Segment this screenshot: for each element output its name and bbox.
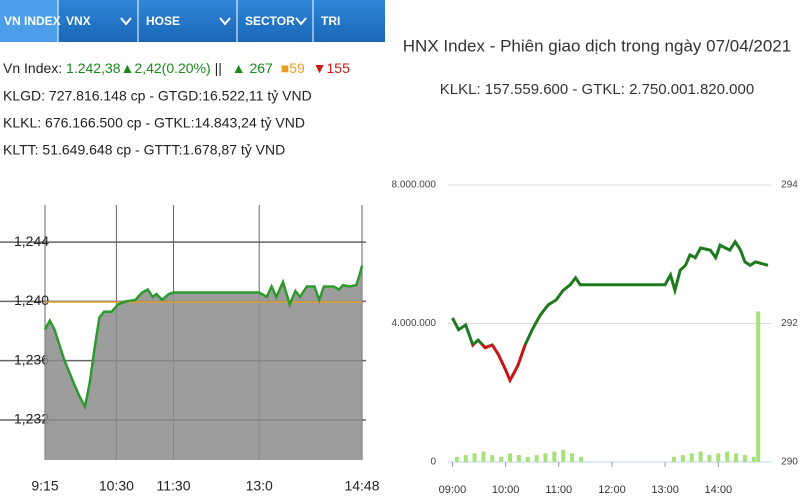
y2-tick-label: 290 xyxy=(781,457,798,468)
index-info: Vn Index: 1.242,38▲2,42(0.20%) || ▲ 267 … xyxy=(3,60,350,76)
y-tick-label: 1,236 xyxy=(14,351,49,367)
bar xyxy=(716,453,721,462)
index-label: Vn Index: xyxy=(3,60,62,76)
y2-tick-label: 294 xyxy=(781,180,798,191)
bar xyxy=(490,455,495,462)
bar xyxy=(525,456,530,462)
unchanged: ■59 xyxy=(281,60,305,76)
bar xyxy=(534,455,539,462)
bar xyxy=(672,456,677,462)
stat-line: KLKL: 676.166.500 cp - GTKL:14.843,24 tỷ… xyxy=(3,115,305,131)
stat-line: KLGD: 727.816.148 cp - GTGD:16.522,11 tỷ… xyxy=(3,88,312,104)
bar xyxy=(689,453,694,462)
bar xyxy=(499,456,504,462)
bar xyxy=(543,453,548,462)
y-tick-label: 1,232 xyxy=(14,411,49,427)
bar xyxy=(516,455,521,462)
line xyxy=(451,239,769,384)
x-tick-label: 13:00 xyxy=(651,484,679,496)
x-tick-label: 11:00 xyxy=(545,484,572,496)
x-tick-label: 14:48 xyxy=(344,478,379,494)
bar xyxy=(698,451,703,462)
stat-line: KLTT: 51.649.648 cp - GTTT:1.678,87 tỷ V… xyxy=(3,142,285,158)
bar xyxy=(742,455,747,462)
bar xyxy=(508,453,513,462)
bar xyxy=(472,453,477,462)
x-tick-label: 14:00 xyxy=(705,484,733,496)
tab[interactable]: VNX xyxy=(66,14,91,28)
dropdown-arrows xyxy=(120,17,307,26)
x-tick-label: 9:15 xyxy=(31,478,58,494)
bar xyxy=(552,451,557,462)
bar xyxy=(680,455,685,462)
y-tick-label: 0 xyxy=(430,457,436,468)
bar xyxy=(463,455,468,462)
separator: || xyxy=(215,60,222,76)
tab[interactable]: VN INDEX xyxy=(4,14,61,28)
tab[interactable]: SECTOR xyxy=(245,14,295,28)
tab[interactable]: TRI xyxy=(321,14,340,28)
index-value: 1.242,38 xyxy=(66,60,121,76)
x-tick-label: 10:30 xyxy=(99,478,134,494)
chart-title: HNX Index - Phiên giao dịch trong ngày 0… xyxy=(403,36,791,55)
tab-bar xyxy=(0,0,385,42)
bar xyxy=(756,311,761,462)
x-tick-label: 11:30 xyxy=(157,478,191,494)
index-change: ▲2,42(0.20%) xyxy=(121,60,211,76)
bar xyxy=(578,456,583,462)
y-tick-label: 8.000.000 xyxy=(392,180,437,191)
y-tick-label: 1,240 xyxy=(14,292,49,308)
bar xyxy=(561,449,566,462)
x-tick-label: 09:00 xyxy=(439,484,467,496)
x-tick-label: 12:00 xyxy=(598,484,626,496)
tab-selected[interactable] xyxy=(0,0,58,42)
line xyxy=(43,265,364,411)
y-tick-label: 4.000.000 xyxy=(392,318,437,329)
y2-tick-label: 292 xyxy=(781,318,798,329)
bar xyxy=(570,453,575,462)
declines: ▼155 xyxy=(313,60,350,76)
area xyxy=(45,265,362,460)
bar xyxy=(481,451,486,462)
tab[interactable]: HOSE xyxy=(146,14,180,28)
bar xyxy=(707,455,712,462)
chart-subtitle: KLKL: 157.559.600 - GTKL: 2.750.001.820.… xyxy=(440,81,754,98)
x-tick-label: 10:00 xyxy=(492,484,520,496)
bar xyxy=(751,456,756,462)
advances: ▲ 267 xyxy=(232,60,273,76)
bar xyxy=(454,456,459,462)
bar xyxy=(725,451,730,462)
y-tick-label: 1,244 xyxy=(14,233,49,249)
bar xyxy=(734,453,739,462)
x-tick-label: 13:0 xyxy=(246,478,273,494)
tab-separators xyxy=(57,0,314,42)
